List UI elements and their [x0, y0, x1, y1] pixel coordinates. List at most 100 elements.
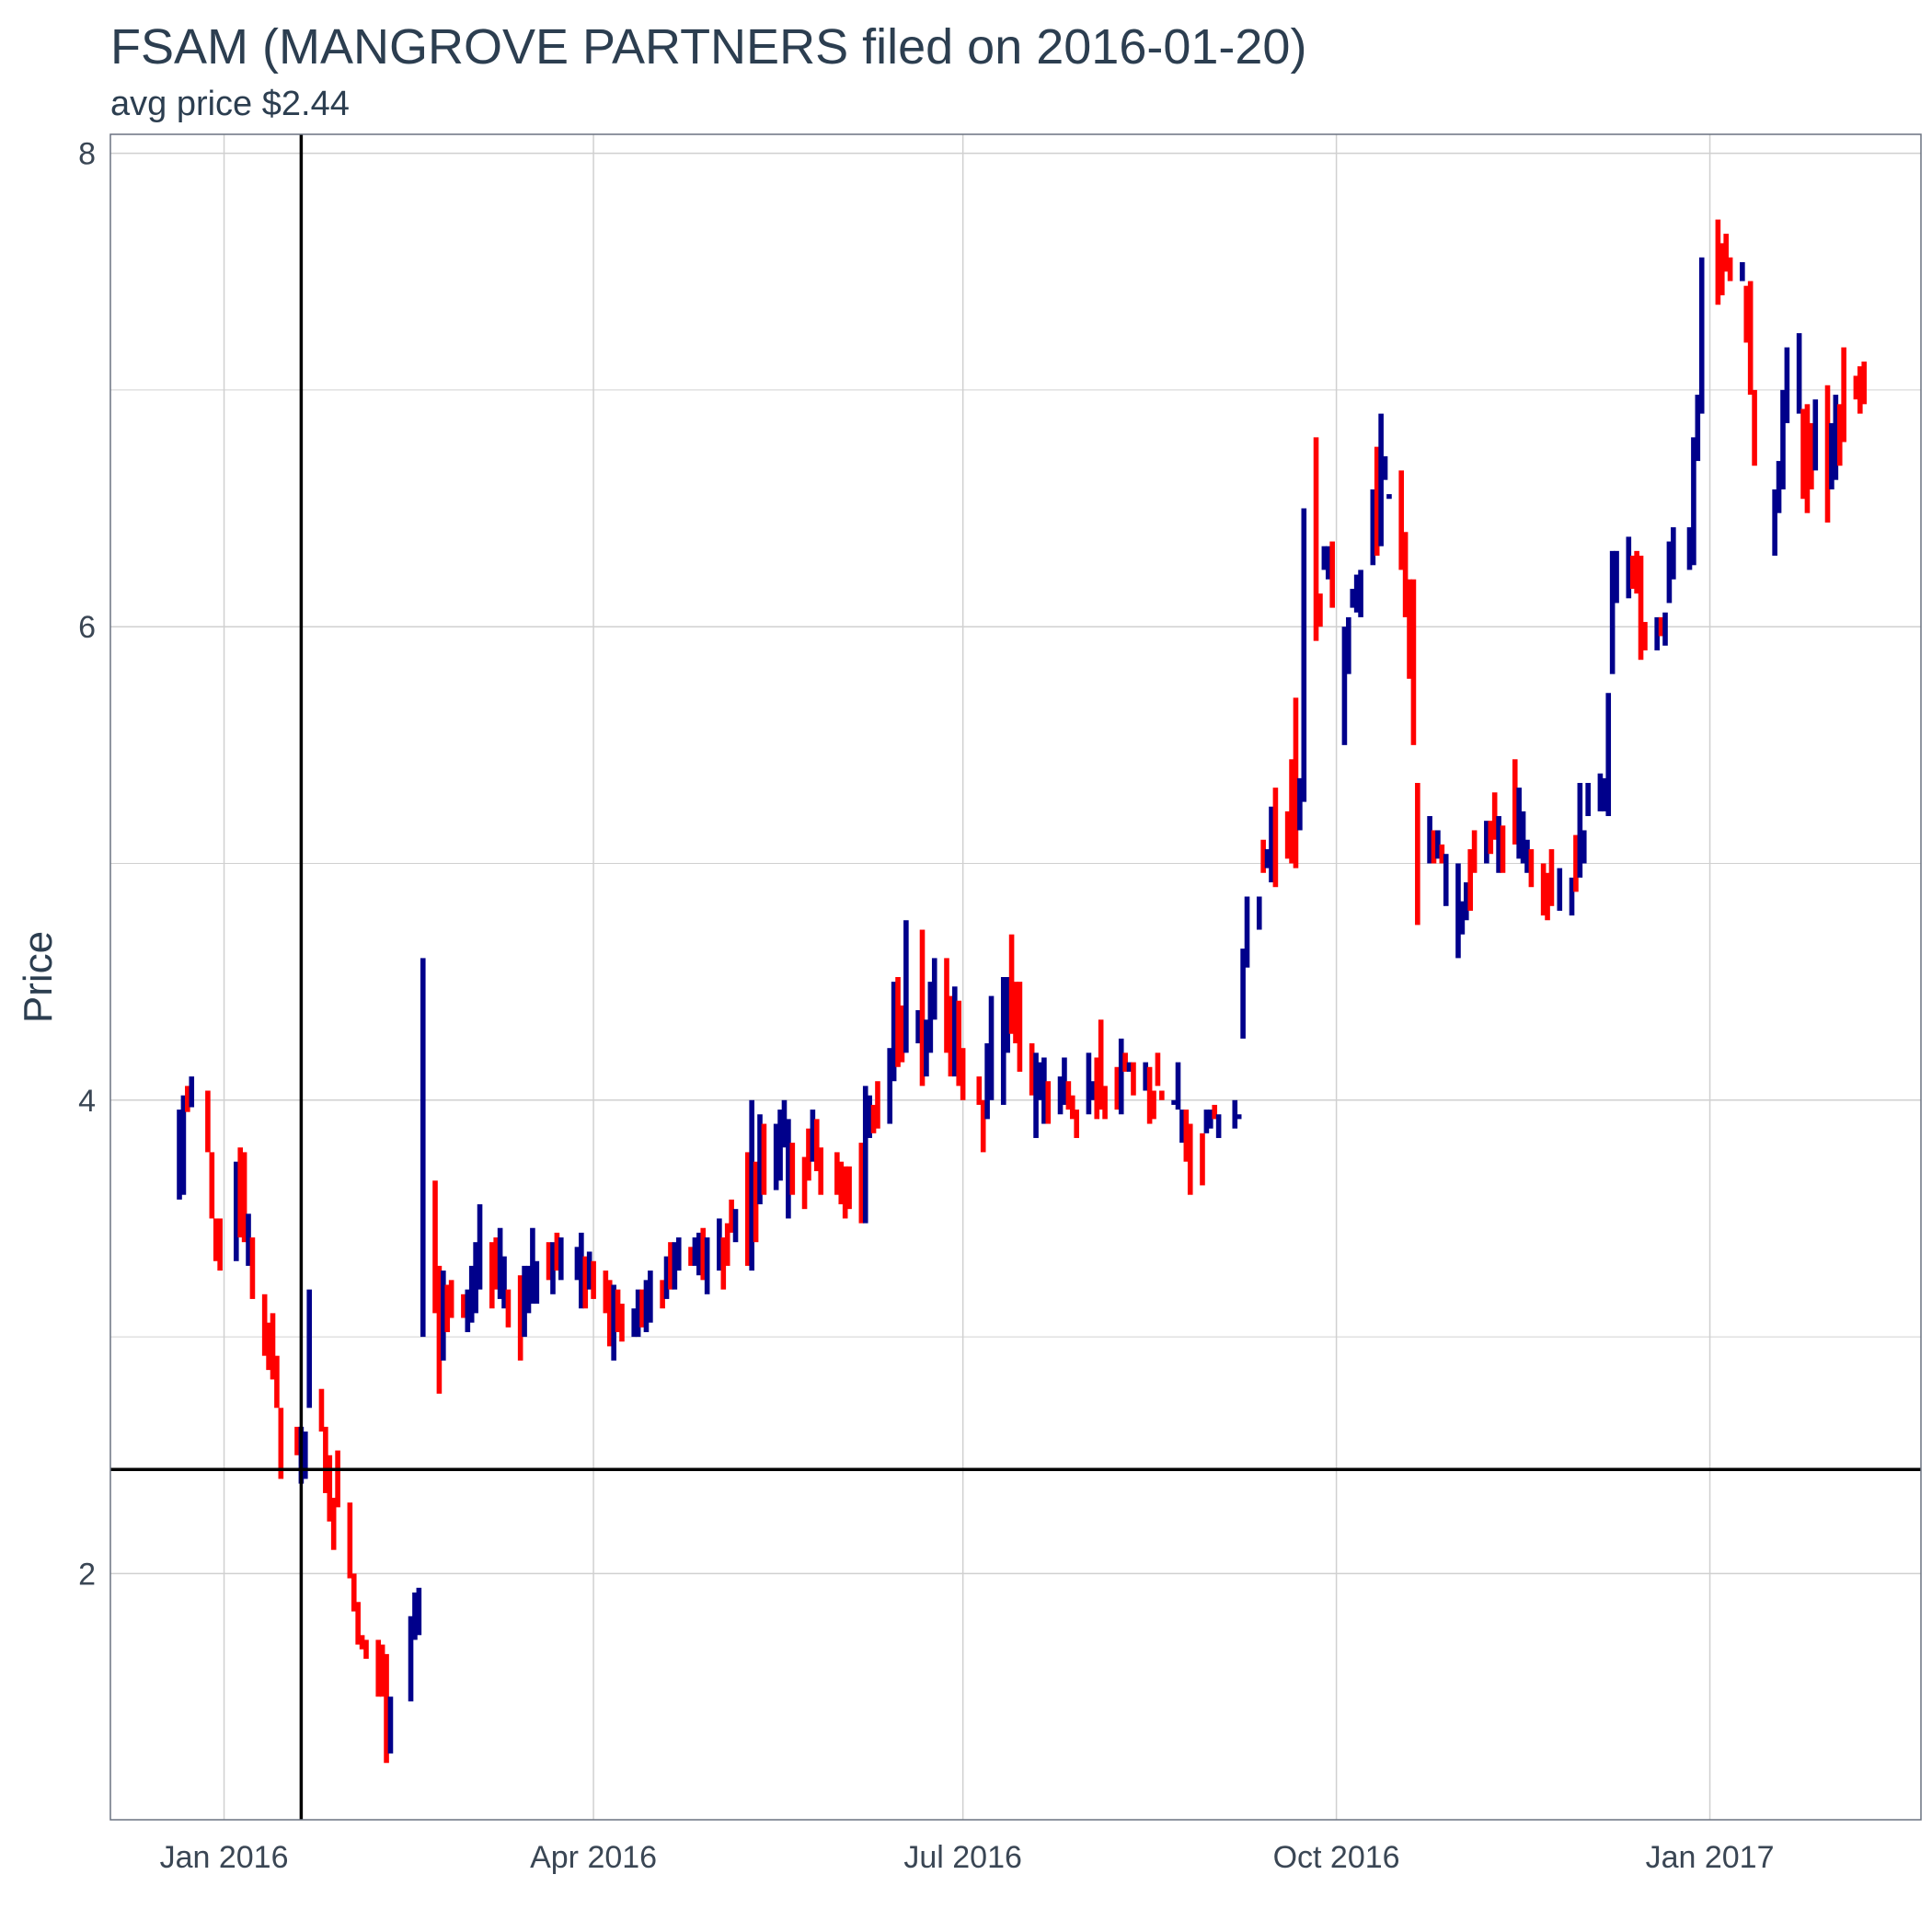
- price-bar-down: [318, 1388, 325, 1432]
- price-bar-down: [379, 1644, 385, 1697]
- price-bar-down: [1313, 437, 1319, 641]
- price-bar-up: [1232, 1099, 1238, 1129]
- price-bar-up: [420, 958, 426, 1338]
- price-bar-down: [1836, 404, 1843, 466]
- price-bar-down: [347, 1502, 353, 1579]
- price-bar-up: [1179, 1110, 1185, 1144]
- price-bar-down: [1102, 1086, 1108, 1120]
- y-axis: 2 4 6 8: [78, 137, 96, 1593]
- price-bar-up: [1776, 461, 1782, 513]
- price-bar-up: [924, 1019, 929, 1077]
- price-bar-down: [1488, 821, 1494, 855]
- price-bar-down: [1374, 446, 1380, 556]
- price-bar-down: [1114, 1066, 1121, 1110]
- price-bar-up: [1126, 1062, 1133, 1072]
- price-bar-down: [1528, 849, 1535, 888]
- price-bar-up: [477, 1204, 483, 1290]
- price-bar-up: [1524, 839, 1530, 873]
- price-bar-up: [1037, 1062, 1043, 1100]
- price-bar-down: [1402, 532, 1409, 617]
- price-bar-down: [1284, 811, 1291, 859]
- price-bar-down: [956, 1000, 962, 1087]
- x-axis: Jan 2016 Apr 2016 Jul 2016 Oct 2016 Jan 2017: [160, 1840, 1775, 1875]
- price-bar-down: [1857, 366, 1863, 414]
- price-bar-down: [546, 1242, 552, 1281]
- price-bar-down: [1467, 849, 1474, 911]
- reference-lines: [110, 134, 1921, 1820]
- price-bar-up: [177, 1110, 182, 1200]
- price-bar-up: [988, 995, 995, 1100]
- price-bar-down: [806, 1128, 811, 1181]
- price-bar-up: [1662, 612, 1668, 646]
- price-bar-down: [1155, 1052, 1161, 1087]
- price-bar-up: [558, 1237, 564, 1281]
- price-bar-down: [1548, 849, 1555, 906]
- price-bar-up: [1171, 1099, 1177, 1105]
- price-bar-up: [1695, 395, 1701, 462]
- price-bar-down: [1431, 830, 1437, 864]
- price-bar-up: [473, 1242, 478, 1314]
- price-bar-up: [672, 1242, 678, 1290]
- price-bar-down: [1122, 1052, 1128, 1072]
- price-bar-down: [960, 1048, 966, 1100]
- price-bar-up: [1297, 777, 1303, 831]
- price-bar-down: [976, 1076, 983, 1105]
- price-bar-up: [611, 1284, 616, 1361]
- price-bar-down: [834, 1152, 840, 1195]
- price-bar-up: [773, 1123, 779, 1190]
- price-bar-up: [692, 1237, 698, 1266]
- price-bar-up: [1812, 399, 1819, 471]
- price-bar-up: [1784, 347, 1790, 423]
- price-bar-down: [355, 1602, 361, 1645]
- price-bar-down: [432, 1180, 438, 1314]
- price-bar-down: [700, 1227, 707, 1281]
- price-bar-down: [448, 1280, 454, 1318]
- price-bar-down: [619, 1304, 625, 1342]
- price-bar-down: [266, 1322, 271, 1371]
- price-bar-down: [875, 1081, 880, 1129]
- price-bar-up: [1350, 589, 1356, 608]
- price-bar-down: [1260, 839, 1266, 873]
- price-bar-down: [948, 995, 954, 1077]
- price-bar-down: [1629, 556, 1636, 590]
- price-bar-down: [1017, 982, 1023, 1072]
- price-bar-up: [1597, 773, 1604, 811]
- price-bar-down: [274, 1355, 280, 1409]
- price-bar-up: [862, 1086, 868, 1224]
- price-bar-down: [895, 977, 901, 1067]
- price-bar-up: [732, 1209, 739, 1243]
- price-bar-up: [1370, 489, 1376, 566]
- price-bar-down: [1723, 234, 1729, 272]
- price-bar-down: [1131, 1062, 1136, 1096]
- price-bar-down: [1398, 470, 1404, 570]
- price-bar-up: [810, 1110, 816, 1162]
- price-bar-up: [1585, 783, 1591, 817]
- price-bar-up: [579, 1232, 584, 1309]
- price-bar-up: [465, 1289, 471, 1332]
- price-bar-up: [931, 958, 937, 1020]
- price-bar-down: [1573, 834, 1579, 892]
- price-bar-up: [1605, 693, 1612, 817]
- price-bar-down: [359, 1635, 365, 1650]
- price-bar-down: [444, 1284, 451, 1332]
- price-bar-up: [1698, 257, 1705, 414]
- y-tick-label: 8: [78, 137, 96, 172]
- price-bar-down: [753, 1161, 759, 1243]
- price-bar-up: [1041, 1057, 1047, 1124]
- price-bar-up: [1090, 1081, 1096, 1100]
- price-bar-up: [1062, 1057, 1067, 1105]
- chart-title: FSAM (MANGROVE PARTNERS filed on 2016-01…: [110, 19, 1307, 75]
- price-bar-up: [1264, 849, 1271, 868]
- price-bar-up: [1654, 616, 1660, 650]
- price-bar-up: [1796, 333, 1802, 414]
- price-bar-down: [1008, 934, 1015, 1034]
- x-tick-label: Oct 2016: [1273, 1840, 1400, 1875]
- price-bar-up: [643, 1280, 650, 1332]
- price-bar-up: [1057, 1076, 1064, 1115]
- price-bar-up: [1256, 896, 1262, 930]
- price-bar-down: [1317, 593, 1323, 627]
- price-bar-down: [639, 1289, 645, 1328]
- price-bar-up: [1455, 863, 1461, 959]
- x-tick-label: Jul 2016: [903, 1840, 1022, 1875]
- price-bar-up: [891, 982, 897, 1082]
